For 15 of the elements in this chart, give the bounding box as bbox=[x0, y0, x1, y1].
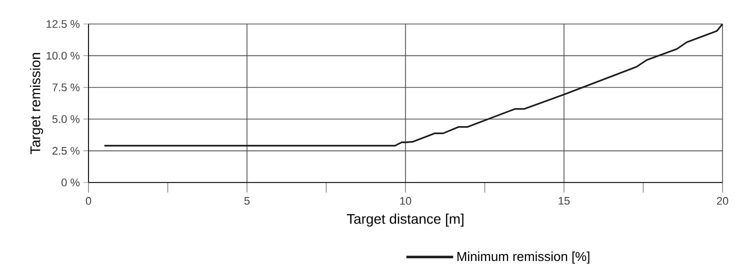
y-tick-label: 2.5 % bbox=[52, 146, 80, 155]
y-tick-label: 10.0 % bbox=[46, 52, 80, 60]
y-tick-label: 7.5 % bbox=[52, 84, 80, 92]
y-tick-label: 5.0 % bbox=[52, 115, 80, 123]
line-series bbox=[104, 23, 724, 147]
legend-label: Minimum remission [%] bbox=[457, 252, 590, 264]
x-tick-label: 10 bbox=[400, 197, 412, 205]
y-tick-label: 0 % bbox=[62, 178, 80, 186]
x-tick-label: 20 bbox=[716, 197, 728, 205]
y-axis-title: Target remission bbox=[30, 53, 44, 154]
x-tick-label: 5 bbox=[244, 197, 250, 205]
x-axis-title: Target distance [m] bbox=[346, 214, 464, 227]
x-tick-label: 0 bbox=[86, 197, 92, 205]
y-tick-label: 12.5 % bbox=[46, 20, 80, 28]
x-tick-label: 15 bbox=[558, 197, 570, 205]
